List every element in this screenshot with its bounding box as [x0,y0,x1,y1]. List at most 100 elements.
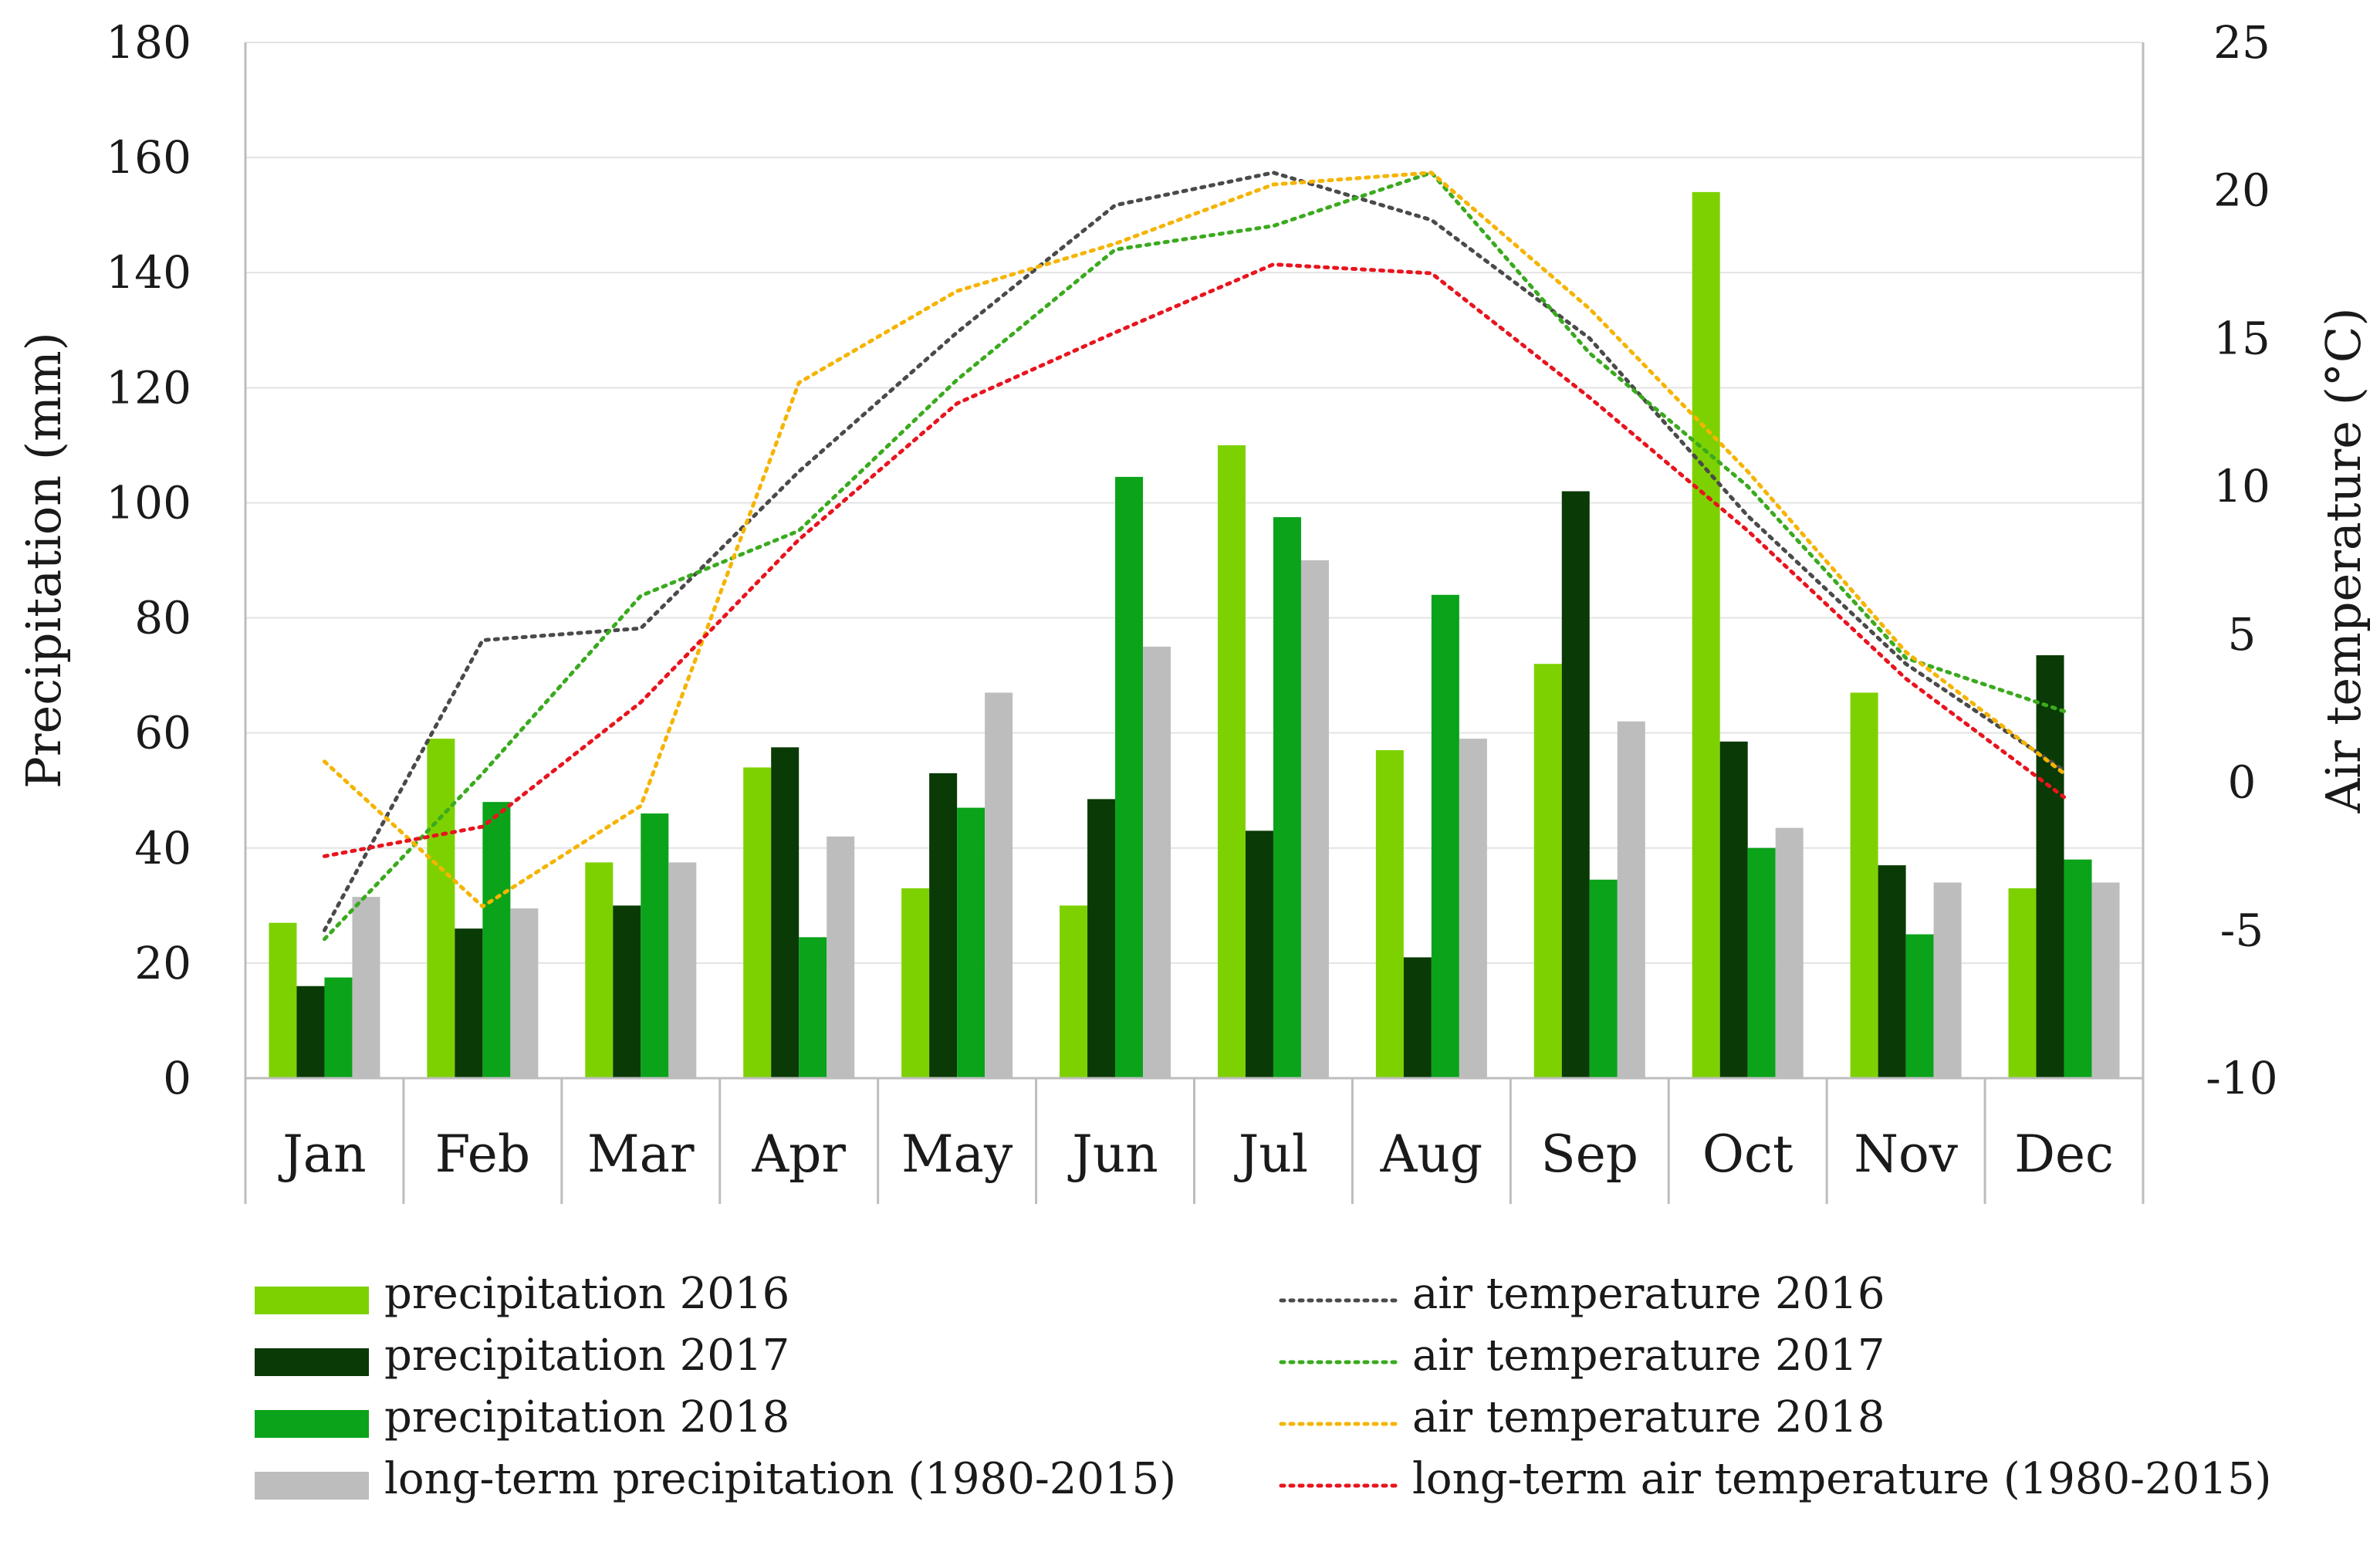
bar [929,773,958,1078]
temperature-line [322,171,2067,942]
y2-tick-label: -5 [2220,904,2264,956]
x-tick-label: Sep [1541,1124,1639,1184]
x-tick-label: Nov [1854,1124,1958,1184]
y2-tick-label: 5 [2228,608,2257,661]
bar [743,767,772,1078]
y-tick-label: 100 [106,476,191,529]
bar [613,905,641,1078]
bar [2008,888,2037,1078]
bar [2064,859,2092,1078]
bar [324,977,353,1078]
bar [1561,491,1590,1078]
bar [668,862,697,1078]
bar [510,908,539,1078]
legend-label: air temperature 2018 [1412,1392,1885,1442]
bar [1719,741,1748,1078]
x-tick-label: Mar [587,1124,695,1184]
legend-label: precipitation 2018 [384,1392,789,1442]
axes: 0 20 40 60 80 100 120 140 160 180 -10 -5 0 5 10 15 20 25 J… [15,16,2372,1204]
x-tick-label: Jan [278,1124,366,1184]
bar [482,802,511,1078]
x-tick-label: Aug [1380,1124,1482,1184]
temperature-line [322,171,2067,932]
legend-swatch [255,1348,369,1376]
bar [1087,799,1116,1078]
legend-label: air temperature 2016 [1412,1269,1885,1319]
y-tick-label: 180 [106,16,191,69]
bar [641,813,669,1078]
legend-label: long-term air temperature (1980-2015) [1412,1454,2271,1504]
y-tick-label: 80 [134,592,191,644]
y-tick-label: 120 [106,361,191,414]
y2-tick-label: 10 [2213,460,2270,512]
bar [1403,957,1432,1078]
bar [2091,882,2120,1078]
legend-swatch [255,1472,369,1500]
temperature-lines [322,171,2067,942]
bar [957,807,985,1078]
bar [1060,905,1088,1078]
x-tick-label: Feb [435,1124,531,1184]
bar [985,692,1013,1078]
bar [1245,830,1273,1078]
bar [269,922,297,1078]
y-tick-label: 160 [106,131,191,184]
bar [1273,517,1301,1078]
y2-tick-label: 0 [2228,756,2257,809]
y2-tick-label: 25 [2213,16,2270,69]
bar [901,888,930,1078]
bar [1775,827,1804,1078]
bar [1692,191,1720,1078]
legend: precipitation 2016 precipitation 2017 prec… [255,1269,2271,1504]
bar [1747,847,1776,1078]
legend-label: precipitation 2017 [384,1331,789,1381]
legend-label: long-term precipitation (1980-2015) [384,1454,1176,1504]
x-tick-label: Jun [1067,1124,1158,1184]
bar [2036,655,2064,1078]
bar [1375,750,1404,1078]
bar [455,928,483,1078]
bar [1143,646,1171,1078]
bar [1905,934,1934,1078]
x-tick-label: Jul [1234,1124,1308,1184]
bar [1459,739,1487,1078]
y2-axis-title: Air temperature (°C) [2315,307,2372,813]
y2-tick-label: 15 [2213,312,2270,364]
bar [585,862,614,1078]
bar [1431,594,1459,1078]
x-tick-label: Oct [1702,1124,1793,1184]
y-tick-label: 0 [163,1052,191,1104]
bar [1878,865,1906,1078]
bar [771,747,800,1078]
gridlines [245,42,2143,964]
bar [1533,664,1562,1078]
bar [1589,879,1618,1078]
y-axis-title: Precipitation (mm) [15,332,72,789]
bar [1217,445,1246,1078]
bar [1933,882,1962,1078]
y2-tick-label: -10 [2206,1052,2277,1104]
legend-label: air temperature 2017 [1412,1331,1885,1381]
x-tick-label: May [901,1124,1013,1184]
x-tick-label: Apr [751,1124,846,1184]
legend-label: precipitation 2016 [384,1269,789,1319]
y2-tick-label: 20 [2213,164,2270,217]
y-tick-label: 60 [134,707,191,759]
y-tick-label: 20 [134,937,191,989]
bars [269,191,2120,1078]
bar [427,739,455,1078]
bar [296,986,325,1078]
legend-swatch [255,1410,369,1438]
temperature-line [322,171,2067,909]
bar [799,937,827,1078]
temperature-line [322,262,2067,858]
bar [1115,476,1144,1078]
y-tick-label: 40 [134,822,191,874]
bar [352,897,380,1078]
bar [1300,560,1329,1078]
bar [1617,721,1645,1078]
bar [827,836,855,1078]
legend-swatch [255,1287,369,1314]
